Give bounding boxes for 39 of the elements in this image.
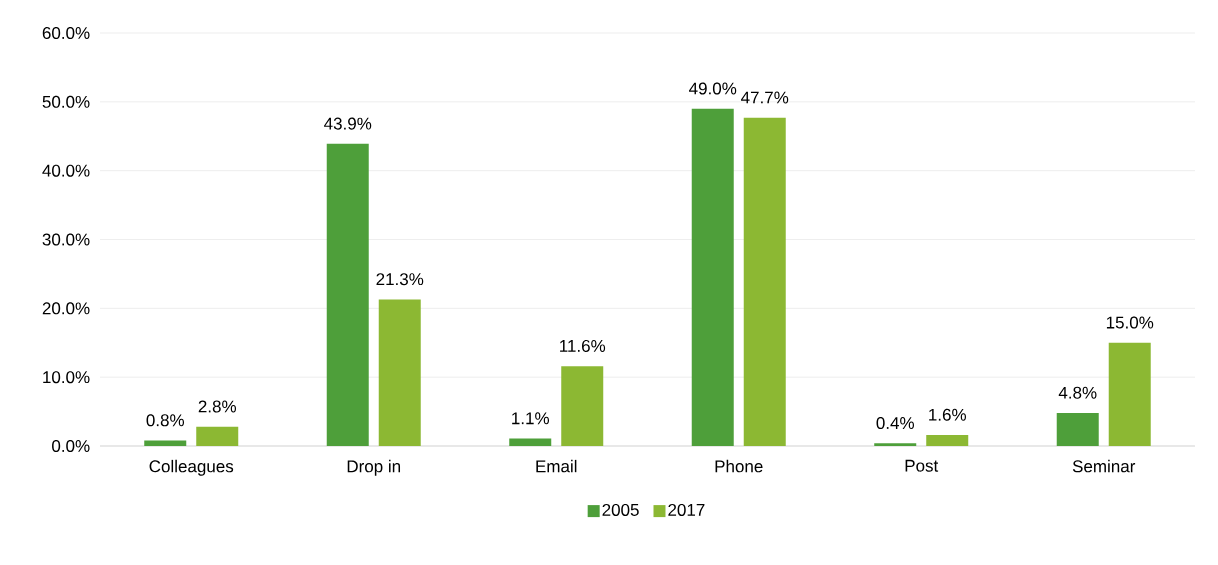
y-tick-label: 30.0% xyxy=(42,233,90,246)
data-label: 2.8% xyxy=(198,400,237,413)
data-label: 11.6% xyxy=(560,339,606,352)
x-tick-label: Phone xyxy=(715,459,763,473)
data-label: 15.0% xyxy=(1106,316,1154,329)
bar xyxy=(196,426,239,446)
y-tick-label: 0.0% xyxy=(52,439,90,453)
y-tick-label: 40.0% xyxy=(42,164,90,177)
x-tick-label: Drop in xyxy=(347,459,401,476)
bar xyxy=(326,143,369,446)
y-tick-label: 20.0% xyxy=(42,302,90,315)
data-label: 1.1% xyxy=(512,412,550,425)
x-tick-label: Post xyxy=(905,459,939,472)
data-label: 47.7% xyxy=(741,91,789,104)
data-label: 49.0% xyxy=(689,82,737,95)
bar xyxy=(691,108,734,446)
data-label: 0.8% xyxy=(146,414,185,427)
x-tick-label: Colleagues xyxy=(149,459,234,476)
y-tick-label: 10.0% xyxy=(43,371,90,384)
x-tick-label: Email xyxy=(536,459,577,473)
bar xyxy=(874,443,917,446)
y-tick-label: 60.0% xyxy=(42,26,90,40)
x-tick-label: Seminar xyxy=(1072,459,1136,473)
data-label: 43.9% xyxy=(324,117,372,130)
bar xyxy=(509,438,552,446)
bar xyxy=(743,117,786,446)
legend-label: 2005 xyxy=(602,503,639,516)
bar xyxy=(926,434,969,446)
bar xyxy=(561,366,604,446)
bar xyxy=(1056,412,1099,446)
y-tick-label: 50.0% xyxy=(42,95,90,108)
bar xyxy=(378,299,421,446)
legend-label: 2017 xyxy=(668,503,705,516)
bar xyxy=(144,440,187,446)
data-label: 21.3% xyxy=(376,273,424,286)
data-label: 1.6% xyxy=(929,408,966,421)
data-label: 0.4% xyxy=(876,417,914,430)
bar xyxy=(1108,342,1151,446)
data-label: 4.8% xyxy=(1058,386,1097,399)
